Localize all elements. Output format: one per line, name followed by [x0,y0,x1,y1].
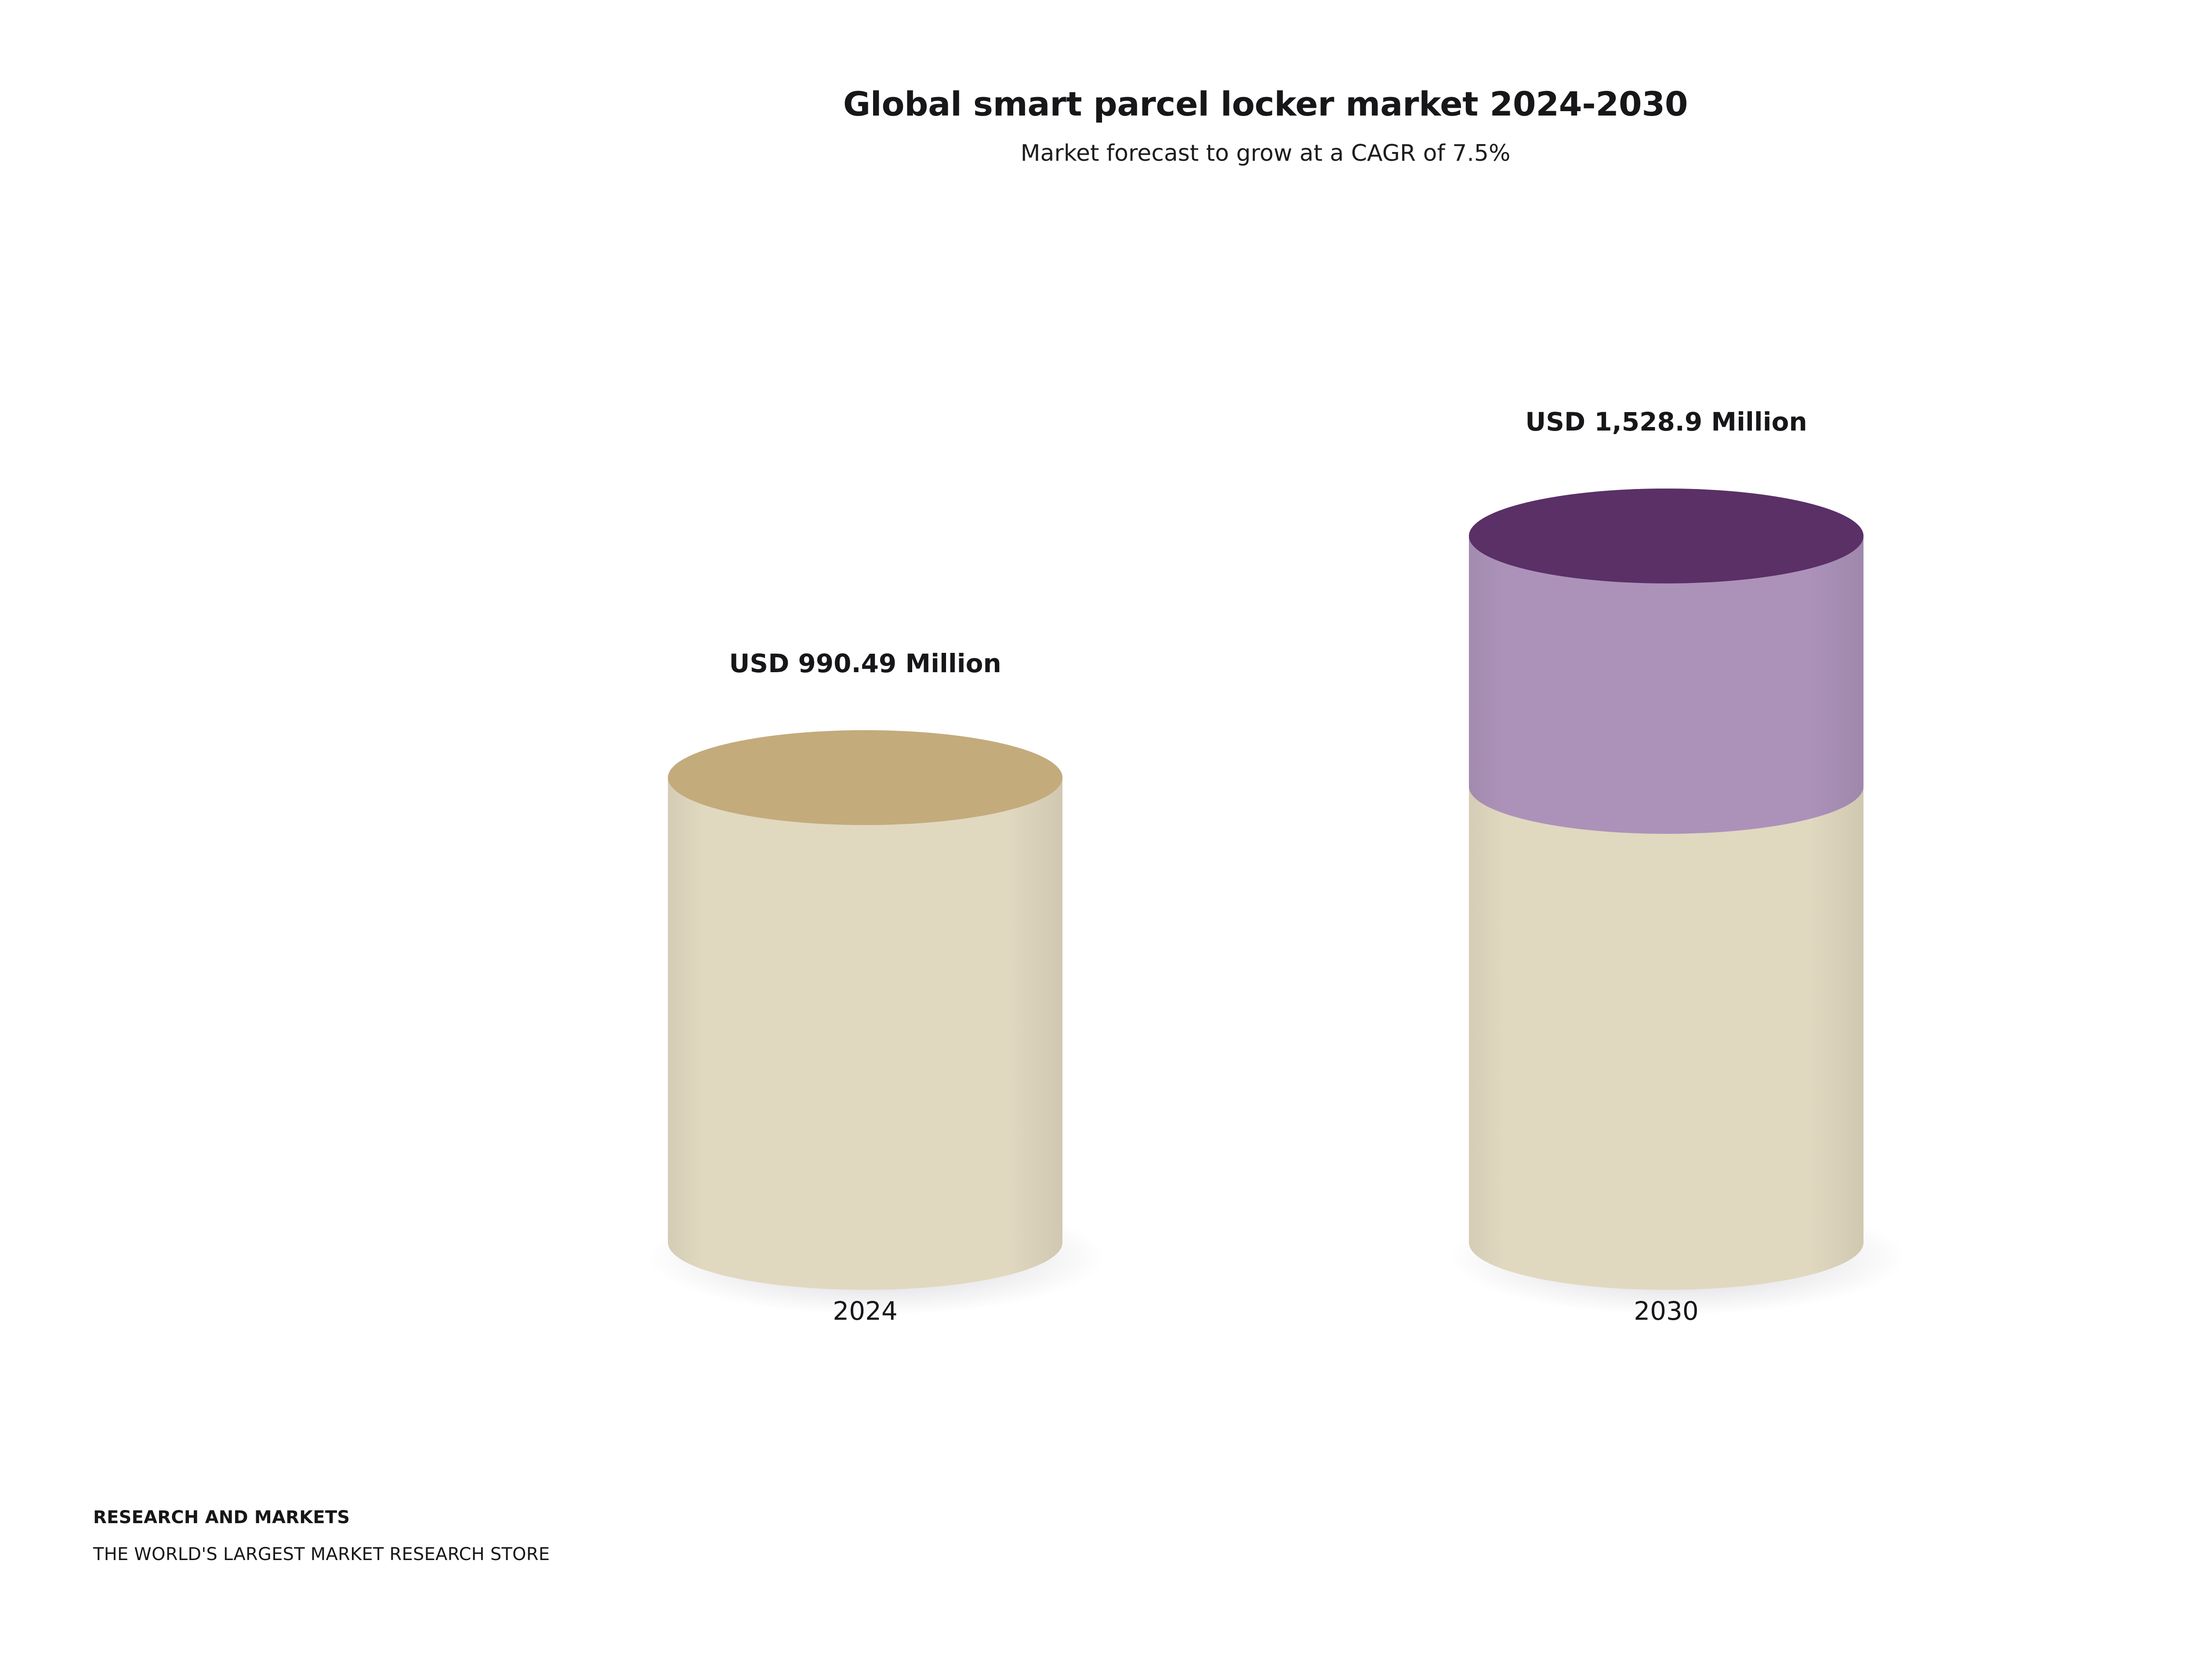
bar-2024-top-cap [668,730,1062,825]
bar-2030-side-shading [1469,489,1863,1290]
bar-cylinder-2030[interactable] [1449,489,1906,1315]
page-title: Global smart parcel locker market 2024-2… [843,84,1688,123]
bar-cylinder-2024[interactable] [648,730,1105,1315]
bar-value-label-2030: USD 1,528.9 Million [1525,407,1807,437]
chart-subtitle: Market forecast to grow at a CAGR of 7.5… [1020,140,1511,167]
bar-2024-side-shading [668,730,1062,1290]
bar-2030-top-cap [1469,489,1863,583]
brand-tagline: THE WORLD'S LARGEST MARKET RESEARCH STOR… [93,1544,550,1564]
chart-header: Global smart parcel locker market 2024-2… [0,0,2197,166]
brand-name: RESEARCH AND MARKETS [93,1507,350,1528]
category-label-2030: 2030 [1634,1296,1699,1326]
chart-footer: RESEARCH AND MARKETS THE WORLD'S LARGEST… [93,1509,1411,1563]
category-label-2024: 2024 [833,1296,898,1326]
bar-value-label-2024: USD 990.49 Million [729,648,1001,678]
